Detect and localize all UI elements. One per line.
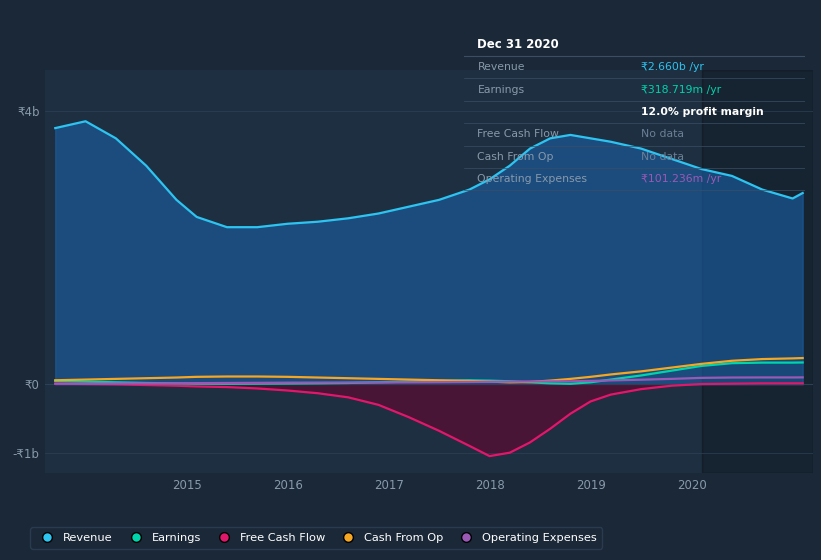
Bar [702,70,813,473]
Text: Revenue: Revenue [478,62,525,72]
Text: ₹318.719m /yr: ₹318.719m /yr [641,85,721,95]
Text: No data: No data [641,152,684,162]
Text: Free Cash Flow: Free Cash Flow [478,129,559,139]
Legend: Revenue, Earnings, Free Cash Flow, Cash From Op, Operating Expenses: Revenue, Earnings, Free Cash Flow, Cash … [30,528,603,549]
Text: Dec 31 2020: Dec 31 2020 [478,38,559,52]
Text: No data: No data [641,129,684,139]
Text: Earnings: Earnings [478,85,525,95]
Text: ₹2.660b /yr: ₹2.660b /yr [641,62,704,72]
Text: Operating Expenses: Operating Expenses [478,174,588,184]
Text: 12.0% profit margin: 12.0% profit margin [641,107,764,117]
Text: ₹101.236m /yr: ₹101.236m /yr [641,174,722,184]
Text: Cash From Op: Cash From Op [478,152,554,162]
